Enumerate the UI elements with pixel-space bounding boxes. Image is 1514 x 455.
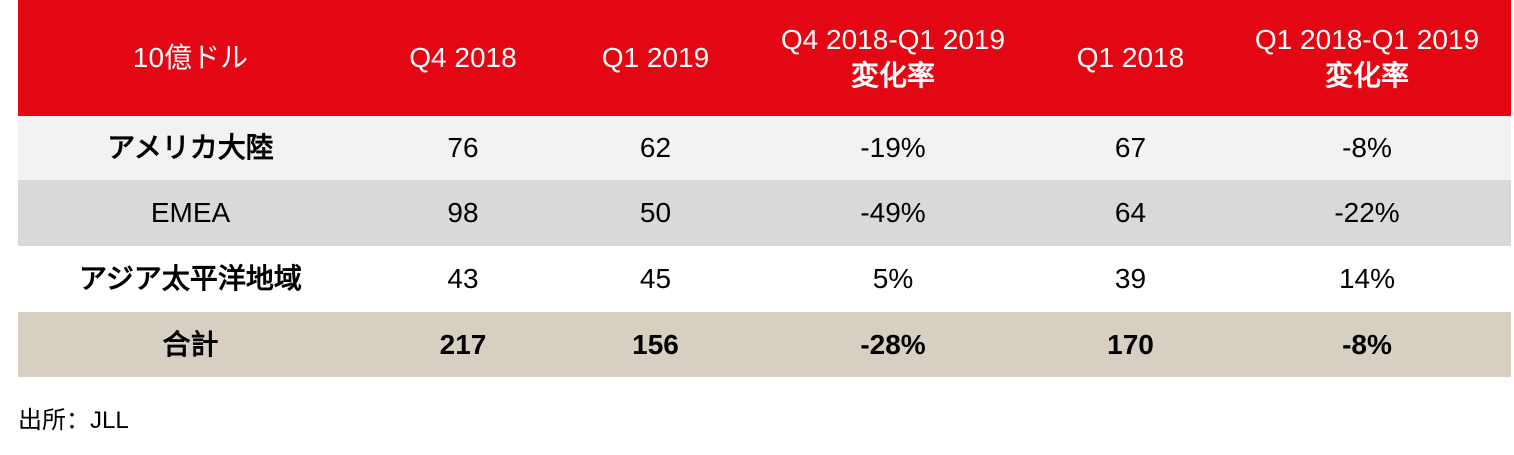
header-yoy-change: Q1 2018-Q1 2019 変化率 — [1223, 0, 1511, 116]
total-q1-2019: 156 — [632, 328, 679, 360]
source-note: 出所：JLL — [18, 407, 129, 434]
header-q4-2018: Q4 2018 — [363, 0, 563, 116]
total-qoq-change: -28% — [860, 328, 926, 360]
cell-qoq-change: -49% — [860, 197, 926, 228]
header-q4-2018-label: Q4 2018 — [409, 42, 517, 73]
cell-qoq-change: 5% — [872, 263, 914, 294]
total-label: 合計 — [162, 328, 219, 360]
header-q1-2018-label: Q1 2018 — [1076, 42, 1185, 73]
cell-qoq-change: -19% — [860, 132, 926, 163]
cell-yoy-change: 14% — [1338, 263, 1396, 294]
cell-q4-2018: 98 — [447, 197, 479, 228]
total-q1-2018: 170 — [1107, 328, 1154, 360]
cell-q4-2018: 76 — [447, 132, 479, 163]
table-row: アジア太平洋地域 43 45 5% 39 14% — [18, 246, 1511, 312]
cell-q1-2019: 50 — [639, 197, 672, 228]
total-q4-2018: 217 — [439, 328, 487, 360]
total-yoy-change: -8% — [1342, 328, 1392, 360]
cell-q4-2018: 43 — [447, 263, 479, 294]
cell-yoy-change: -22% — [1334, 197, 1400, 228]
table-total-row: 合計 217 156 -28% 170 -8% — [18, 312, 1511, 377]
cell-yoy-change: -8% — [1342, 132, 1392, 163]
table-row: EMEA 98 50 -49% 64 -22% — [18, 180, 1511, 246]
header-qoq-change-period: Q4 2018-Q1 2019 — [780, 24, 1006, 55]
header-yoy-change-label: 変化率 — [1324, 60, 1409, 91]
table-header-row: 10億ドル Q4 2018 Q1 2019 Q4 2018-Q1 2019 変化… — [18, 0, 1511, 116]
cell-q1-2018: 39 — [1114, 263, 1147, 294]
cell-q1-2018: 64 — [1114, 197, 1147, 228]
cell-q1-2019: 62 — [639, 132, 672, 163]
header-q1-2019-label: Q1 2019 — [601, 42, 710, 73]
header-yoy-change-period: Q1 2018-Q1 2019 — [1254, 24, 1480, 55]
header-unit-label: 10億ドル — [132, 42, 249, 73]
header-q1-2019: Q1 2019 — [563, 0, 748, 116]
row-region: アメリカ大陸 — [107, 132, 274, 163]
cell-q1-2018: 67 — [1114, 132, 1147, 163]
data-table: 10億ドル Q4 2018 Q1 2019 Q4 2018-Q1 2019 変化… — [18, 0, 1511, 377]
table-row: アメリカ大陸 76 62 -19% 67 -8% — [18, 116, 1511, 180]
header-unit: 10億ドル — [18, 0, 363, 116]
row-region: アジア太平洋地域 — [79, 263, 302, 294]
row-region: EMEA — [150, 197, 231, 228]
header-q1-2018: Q1 2018 — [1038, 0, 1223, 116]
header-qoq-change-label: 変化率 — [850, 60, 935, 91]
cell-q1-2019: 45 — [639, 263, 672, 294]
header-qoq-change: Q4 2018-Q1 2019 変化率 — [748, 0, 1038, 116]
